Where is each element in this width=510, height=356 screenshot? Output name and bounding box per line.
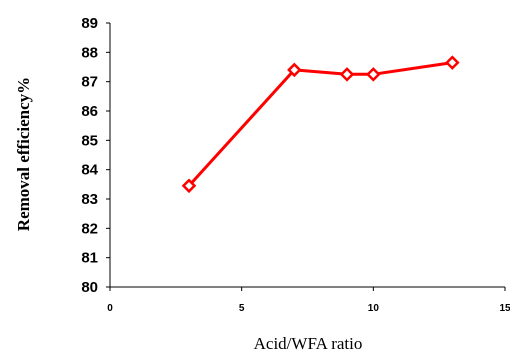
x-tick-label: 15 [499,303,510,314]
x-tick-label: 10 [368,303,380,314]
y-tick-label: 83 [81,191,98,208]
data-point-marker [339,67,355,82]
y-tick-label: 84 [81,162,98,179]
y-tick-label: 89 [81,15,98,32]
axes [109,23,505,288]
y-tick-label: 82 [81,220,98,237]
y-tick-label: 86 [81,103,98,120]
y-tick-label: 87 [81,74,98,91]
y-tick-label: 81 [81,250,98,267]
data-point-marker [445,55,460,70]
y-tick-label: 85 [81,132,98,149]
x-axis-label: Acid/WFA ratio [254,334,363,353]
x-tick-label: 0 [107,303,113,314]
y-tick-label: 80 [81,279,98,296]
y-tick-label: 88 [81,44,98,61]
data-point-marker [181,178,197,194]
x-tick-label: 5 [239,303,245,314]
y-axis-label: Removal efficiency% [14,77,33,231]
series [181,55,460,194]
tick-labels: 80 81 82 83 84 85 86 87 88 89 0 5 10 15 [81,15,510,314]
series-line [187,61,453,187]
data-point-marker [287,62,302,78]
data-point-marker [366,67,381,82]
